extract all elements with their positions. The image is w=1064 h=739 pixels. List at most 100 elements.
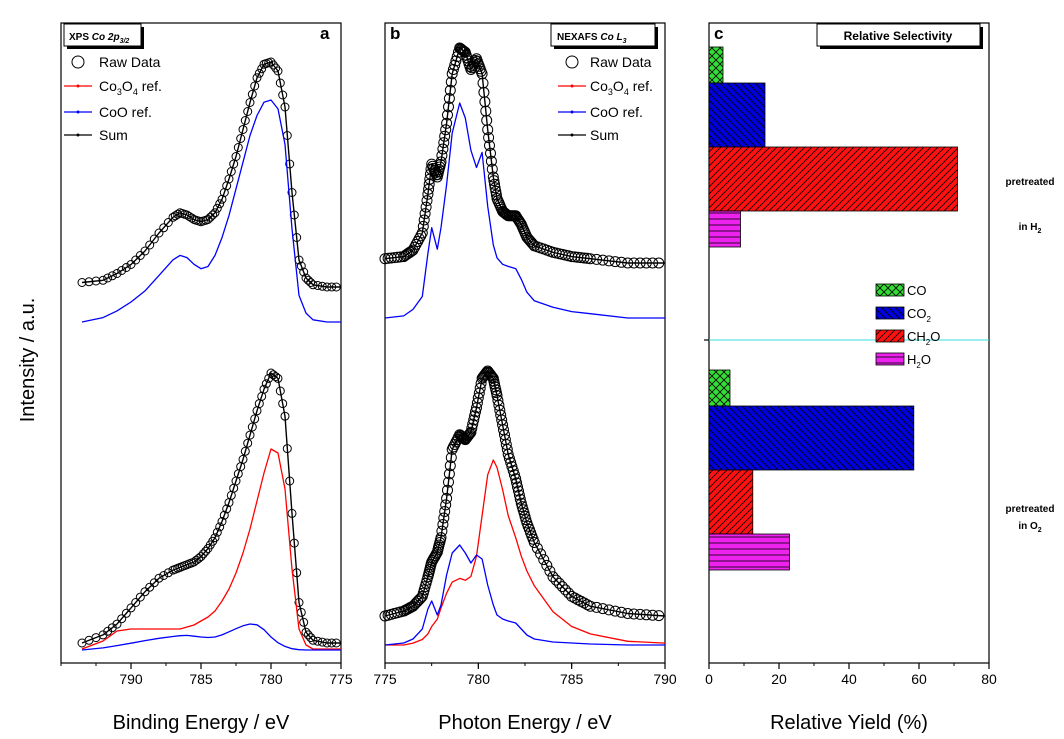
svg-text:pretreated: pretreated bbox=[1006, 504, 1055, 515]
group-label-o2: pretreated in O2 bbox=[1006, 504, 1055, 534]
raw-data-point bbox=[205, 212, 215, 222]
raw-data-point bbox=[419, 208, 431, 220]
raw-data-point bbox=[327, 282, 337, 292]
bar-co2 bbox=[708, 82, 766, 148]
raw-data-point bbox=[287, 188, 297, 197]
panel-a-xps: 790 785 780 775 XPS Co 2p3/2 a Raw Data Co3… bbox=[60, 22, 353, 687]
legend-raw-marker bbox=[565, 55, 579, 69]
raw-data-point bbox=[609, 605, 621, 617]
raw-data-point bbox=[513, 215, 525, 227]
x-tick-label: 790 bbox=[653, 671, 677, 687]
raw-data-point bbox=[445, 76, 457, 88]
legend-raw-marker bbox=[71, 55, 85, 69]
raw-data-point bbox=[485, 369, 496, 381]
raw-data-point bbox=[217, 517, 227, 526]
raw-data-point bbox=[578, 252, 590, 264]
raw-data-point bbox=[98, 275, 108, 285]
raw-data-point bbox=[544, 565, 556, 577]
series-line-co3o4-ref- bbox=[385, 459, 666, 646]
raw-data-point bbox=[149, 578, 159, 588]
panel-c-legend: CO CO2 CH2O H2O bbox=[875, 283, 940, 370]
raw-data-point bbox=[550, 574, 562, 586]
raw-data-point bbox=[331, 282, 341, 292]
raw-data-point bbox=[439, 506, 451, 517]
legend-raw-label: Raw Data bbox=[99, 54, 161, 70]
raw-data-point bbox=[145, 582, 155, 592]
raw-data-point bbox=[299, 267, 309, 277]
panel-b-x-axis: 775 780 785 790 bbox=[373, 663, 677, 687]
raw-data-point bbox=[467, 418, 479, 430]
raw-data-point bbox=[217, 194, 227, 204]
raw-data-point bbox=[257, 64, 267, 74]
svg-text:pretreated: pretreated bbox=[1006, 177, 1055, 188]
raw-data-point bbox=[444, 460, 456, 472]
raw-data-point bbox=[502, 448, 514, 460]
raw-data-point bbox=[121, 263, 131, 272]
raw-data-point bbox=[503, 452, 515, 464]
raw-data-point bbox=[273, 373, 283, 383]
raw-data-point bbox=[485, 370, 497, 382]
panel-c-selectivity: 0 20 40 60 80 Relative Selectivity c CO CO2 … bbox=[704, 22, 1055, 687]
x-tick-label: 785 bbox=[560, 671, 584, 687]
raw-data-point bbox=[547, 571, 559, 583]
raw-data-point bbox=[526, 237, 538, 249]
raw-data-point bbox=[301, 273, 311, 283]
raw-data-point bbox=[77, 278, 87, 287]
raw-data-point bbox=[306, 633, 316, 643]
raw-data-point bbox=[238, 454, 248, 464]
raw-data-point bbox=[112, 619, 122, 629]
series-line-raw-data bbox=[81, 61, 341, 288]
raw-data-point bbox=[634, 608, 646, 620]
raw-data-point bbox=[413, 594, 425, 606]
series-line-coo-ref- bbox=[81, 99, 341, 323]
raw-data-point bbox=[485, 147, 496, 159]
raw-data-point bbox=[126, 260, 136, 269]
legend-swatch-ch2o bbox=[875, 329, 905, 343]
raw-data-point bbox=[420, 201, 432, 213]
raw-data-point bbox=[480, 105, 492, 117]
raw-data-point bbox=[247, 89, 257, 99]
raw-data-point bbox=[597, 254, 609, 266]
raw-data-point bbox=[131, 598, 141, 607]
raw-data-point bbox=[591, 253, 603, 265]
raw-data-point bbox=[140, 587, 150, 597]
raw-data-point bbox=[435, 532, 447, 544]
series-line-raw-data bbox=[81, 372, 341, 644]
raw-data-point bbox=[159, 223, 169, 233]
raw-data-point bbox=[212, 527, 222, 537]
raw-data-point bbox=[628, 608, 640, 620]
raw-data-point bbox=[112, 269, 122, 278]
raw-data-point bbox=[159, 571, 169, 580]
raw-data-point bbox=[653, 257, 665, 269]
raw-data-point bbox=[149, 234, 159, 244]
raw-data-point bbox=[622, 257, 634, 269]
raw-data-point bbox=[486, 163, 498, 175]
raw-data-point bbox=[469, 410, 481, 422]
series-line-coo-ref- bbox=[384, 102, 665, 319]
legend-label-h2o: H2O bbox=[907, 352, 931, 370]
raw-data-point bbox=[418, 214, 430, 226]
raw-data-point bbox=[303, 275, 313, 285]
x-tick-label: 775 bbox=[329, 671, 353, 687]
raw-data-point bbox=[285, 476, 295, 486]
raw-data-point bbox=[259, 384, 269, 394]
raw-data-point bbox=[219, 510, 229, 520]
raw-data-point bbox=[538, 554, 550, 566]
raw-data-point bbox=[447, 441, 459, 453]
raw-data-point bbox=[476, 68, 488, 80]
raw-data-point bbox=[278, 399, 288, 409]
raw-data-point bbox=[640, 609, 652, 621]
raw-data-point bbox=[437, 143, 449, 155]
raw-data-point bbox=[163, 218, 173, 227]
panel-b-title: NEXAFS Co L3 bbox=[557, 32, 627, 45]
raw-data-point bbox=[438, 512, 450, 524]
raw-data-point bbox=[506, 461, 518, 472]
raw-data-point bbox=[135, 592, 145, 602]
raw-data-point bbox=[131, 255, 141, 265]
raw-data-point bbox=[442, 109, 453, 121]
raw-data-point bbox=[456, 430, 467, 442]
raw-data-point bbox=[512, 481, 523, 493]
panel-a-title: XPS Co 2p3/2 bbox=[69, 32, 129, 45]
x-tick-label: 785 bbox=[189, 671, 213, 687]
raw-data-point bbox=[465, 426, 477, 438]
